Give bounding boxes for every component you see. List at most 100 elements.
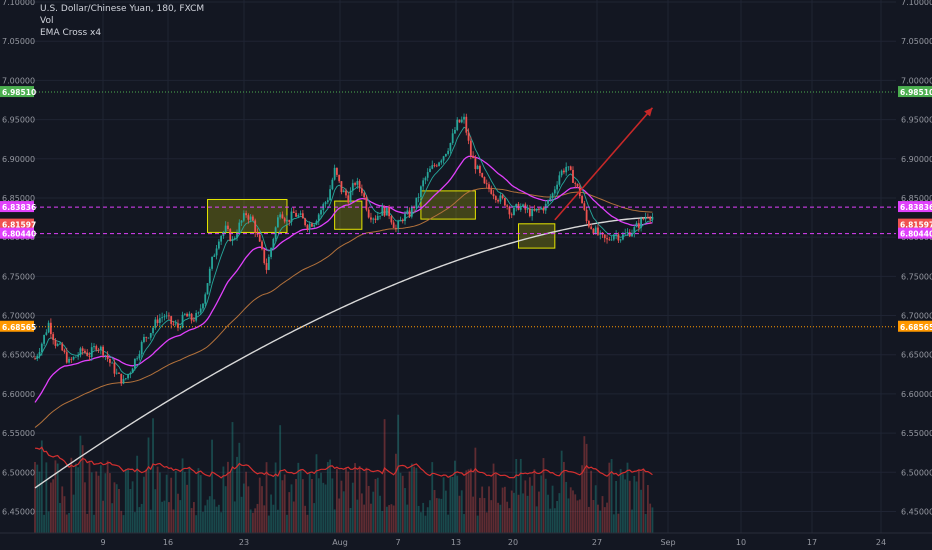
candle-body [267,256,270,270]
volume-bar [45,462,48,533]
candle-body [565,166,568,173]
candle-body [508,206,511,215]
volume-bar [560,450,563,533]
volume-bar [501,487,504,533]
ema-indicator-label[interactable]: EMA Cross x4 [40,28,102,38]
volume-bar [388,505,391,533]
volume-bar [249,509,252,533]
volume-bar [43,514,45,533]
candle-body [547,200,549,204]
candle-body [88,355,91,357]
volume-bar [86,513,89,533]
candle-body [513,207,515,215]
volume-bar [594,485,597,533]
candle-body [503,198,506,206]
volume-bar [433,490,436,533]
candle-body [206,283,209,295]
volume-bar [238,442,241,533]
volume-bar [522,493,524,533]
candle-body [286,219,288,222]
volume-bar [444,490,447,533]
volume-bar [77,467,80,533]
candle-body [363,193,366,198]
candle-body [43,334,45,344]
candle-body [526,208,529,210]
candle-body [392,222,395,228]
volume-bar [644,513,647,533]
volume-bar [469,468,472,533]
volume-bar [399,472,402,533]
volume-bar [308,473,311,533]
volume-bar [370,503,372,533]
candle-body [626,232,629,234]
candle-body [399,219,402,222]
volume-indicator-label[interactable]: Vol [40,16,54,26]
volume-bar [626,462,629,533]
candle-body [572,169,574,183]
volume-bar [190,508,193,533]
candle-body [338,174,341,182]
volume-bar [447,514,450,533]
price-axis[interactable]: 7.10000 7.10000 7.05000 7.05000 7.00000 7.000… [0,0,932,516]
time-axis[interactable]: 9 16 23 Aug 7 13 20 27 Sep 10 17 24 [0,532,932,547]
price-tag-right [898,320,932,332]
volume-bar [324,484,327,533]
volume-bar [628,480,631,533]
volume-bar [519,458,522,533]
volume-bar [583,436,586,533]
x-tick-label: Sep [660,538,675,547]
candle-body [177,323,179,328]
candle-body [460,119,463,123]
candle-body [40,343,43,353]
candle-body [408,210,411,217]
volume-bar [483,498,486,533]
candle-body [95,346,98,350]
volume-bar [338,498,341,533]
candle-body [415,197,418,209]
volume-bar [540,475,543,533]
candle-body [531,209,534,217]
forecast-arrow[interactable] [554,107,654,221]
volume-bar [256,503,259,533]
volume-bar [320,472,322,533]
symbol-title[interactable]: U.S. Dollar/Chinese Yuan, 180, FXCM [40,4,205,14]
candle-body [635,223,638,228]
y-tick-label-left: 7.05000 [2,37,35,46]
volume-bar [154,489,157,533]
candle-body [290,211,293,222]
volume-bar [136,455,139,533]
candle-body [429,168,431,173]
volume-bar [333,509,336,533]
candle-body [204,294,207,304]
consolidation-box [207,199,288,233]
candle-body [608,239,611,241]
candle-body [372,218,375,220]
candle-body [622,234,624,240]
x-tick-label: 17 [807,538,817,547]
candle-body [370,217,372,220]
candle-body [431,165,434,169]
volume-bar [279,425,282,533]
volume-bar [54,460,57,533]
volume-bar [124,468,127,533]
volume-bar [392,505,395,533]
volume-bar [424,515,427,533]
candle-body [215,248,218,256]
candle-body [519,206,522,210]
volume-bar [385,506,388,533]
price-tag-right [898,86,932,98]
candle-body [220,235,223,242]
volume-bar [90,472,93,533]
candle-body [358,181,361,189]
candlesticks [34,113,654,386]
volume-bar [283,474,286,533]
volume-bar [113,482,116,533]
volume-bar [109,473,111,533]
candle-body [238,222,241,234]
candle-body [133,358,136,369]
candle-body [469,140,472,156]
volume-bar [410,463,413,533]
horizontal-levels[interactable] [33,91,896,328]
